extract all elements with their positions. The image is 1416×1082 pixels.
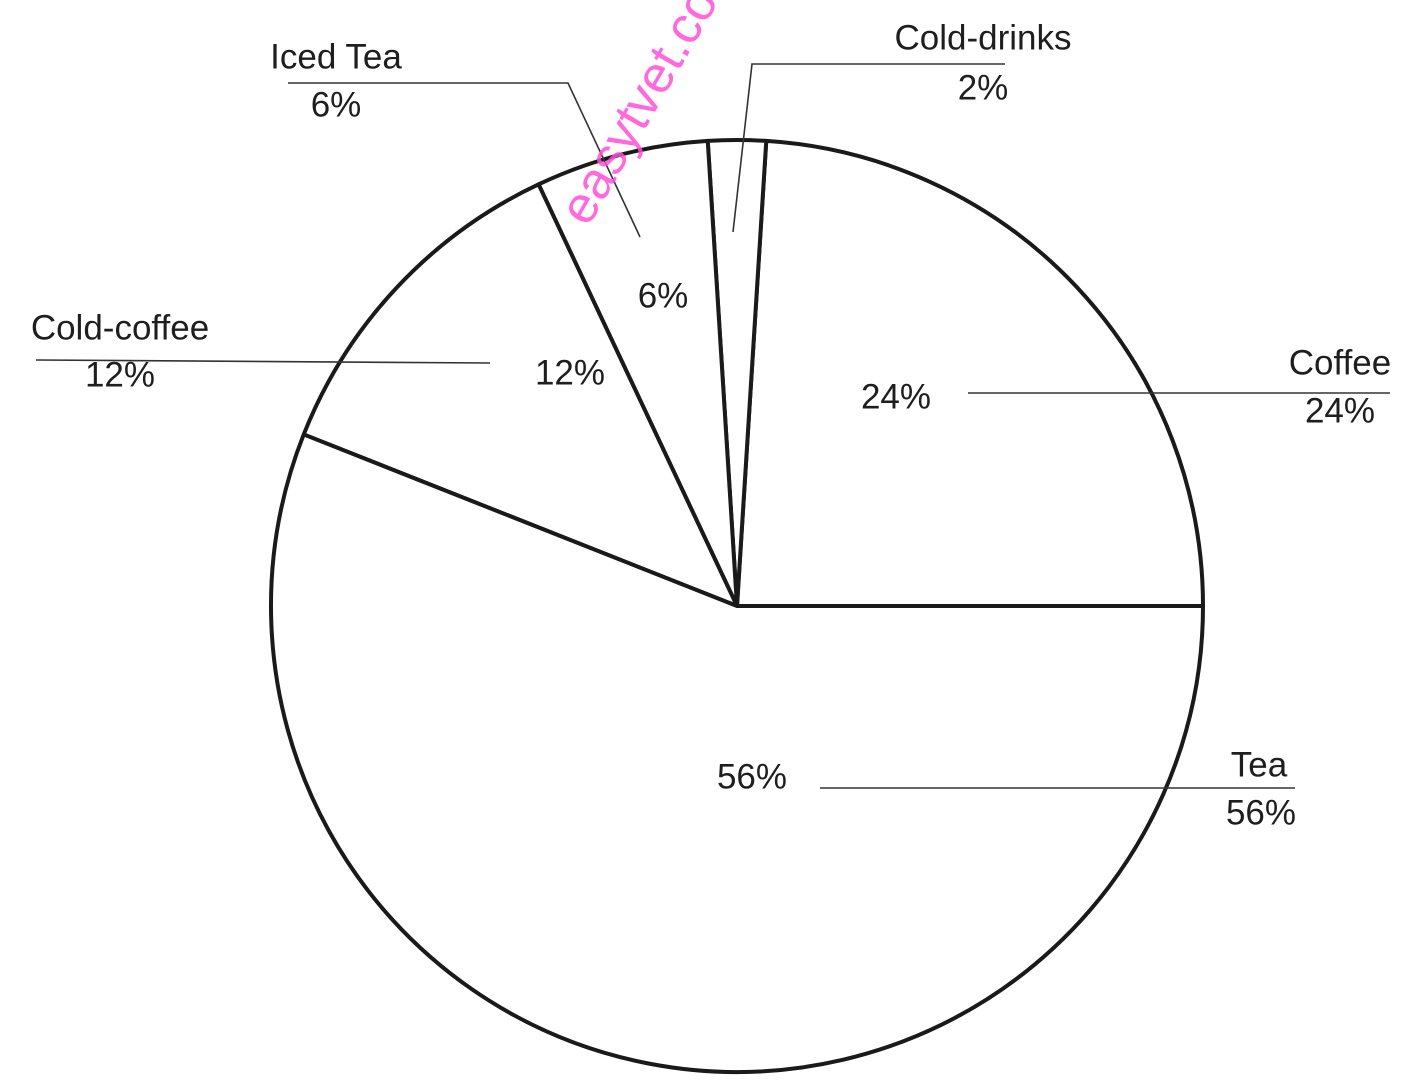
pie-slice-iced-tea (536, 138, 739, 608)
leader-line-cold-drinks (732, 63, 1005, 233)
slice-name-label-tea: Tea (1231, 745, 1288, 784)
pie-slice-cold-coffee (301, 182, 739, 608)
slice-labels: 24% Coffee 24% Cold-drinks 2% 6% Iced Tea 6% 12%… (31, 18, 1391, 832)
slice-inner-label-cold-coffee: 12% (535, 353, 605, 392)
slice-percent-label-cold-drinks: 2% (958, 68, 1009, 107)
pie-slice-tea (269, 432, 1205, 1074)
slice-percent-label-iced-tea: 6% (311, 85, 362, 124)
leader-lines (35, 63, 1390, 789)
leader-line-cold-coffee (35, 359, 491, 364)
slice-name-label-iced-tea: Iced Tea (270, 37, 402, 76)
slice-inner-label-tea: 56% (717, 757, 787, 796)
slice-name-label-cold-drinks: Cold-drinks (895, 18, 1072, 57)
slice-name-label-coffee: Coffee (1289, 343, 1392, 382)
slice-percent-label-tea: 56% (1226, 793, 1296, 832)
leader-line-iced-tea (288, 82, 641, 238)
slice-name-label-cold-coffee: Cold-coffee (31, 308, 209, 347)
slice-inner-label-iced-tea: 6% (638, 276, 689, 315)
slice-percent-label-cold-coffee: 12% (85, 355, 155, 394)
pie-slices (269, 138, 1205, 1074)
slice-inner-label-coffee: 24% (861, 377, 931, 416)
pie-slice-coffee (735, 138, 1205, 608)
slice-percent-label-coffee: 24% (1305, 391, 1375, 430)
